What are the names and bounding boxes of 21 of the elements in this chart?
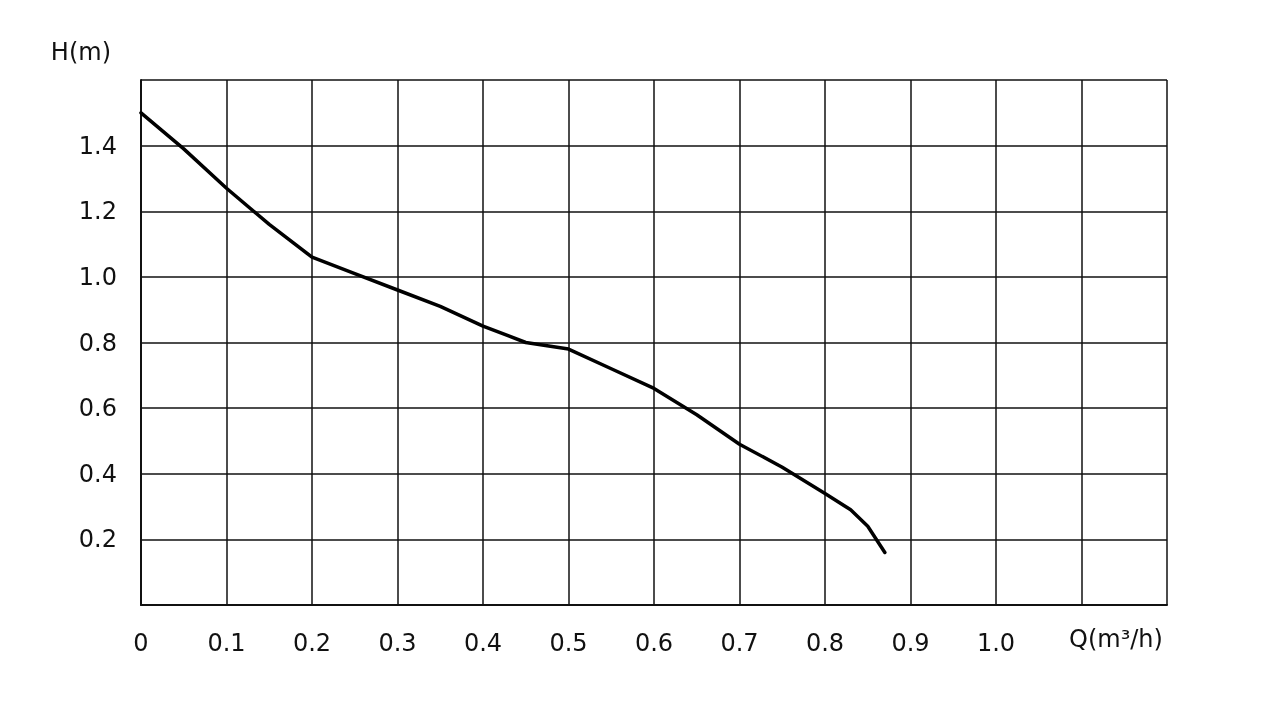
x-tick-label: 0.6 <box>634 629 674 657</box>
y-tick-label: 0.4 <box>78 459 117 488</box>
line-series <box>139 111 887 555</box>
x-tick-label: 0.9 <box>891 629 930 657</box>
text: 1.0 <box>976 629 1016 657</box>
y-tick-label: 0.6 <box>78 394 117 423</box>
x-tick-label: 0.7 <box>720 629 759 657</box>
x-tick-label: 0.1 <box>207 629 246 657</box>
x-tick-label: 0.4 <box>463 629 503 657</box>
y-tick-label: 1.2 <box>78 197 117 226</box>
x-tick-label: 0.5 <box>549 629 588 657</box>
x-tick-label: 0.2 <box>292 629 332 657</box>
x-axis-title: Q(m³/h) <box>1069 625 1163 653</box>
text: 1.0 <box>78 262 117 291</box>
x-tick-label: 0.8 <box>805 629 845 657</box>
y-tick-label: 0.2 <box>78 525 117 554</box>
y-axis-title: H(m) <box>50 38 111 66</box>
y-tick-label: 0.8 <box>78 328 117 357</box>
x-tick-label: 0 <box>133 629 149 657</box>
x-tick-label: 0.3 <box>378 629 417 657</box>
y-tick-label: 1.4 <box>78 131 117 160</box>
